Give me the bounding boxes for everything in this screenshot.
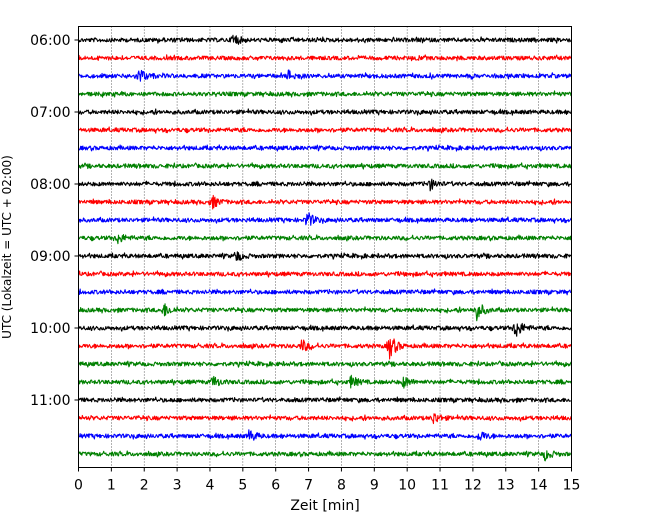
- seismic-trace: [78, 126, 572, 134]
- x-tick-label: 5: [238, 478, 247, 494]
- seismic-trace: [77, 34, 573, 45]
- x-axis: 0 1 2 3 4 5 6 7 8 9 10 11 12 13 14 15: [74, 467, 581, 494]
- seismic-trace: [77, 90, 573, 98]
- seismic-trace: [77, 288, 572, 296]
- x-tick-label: 7: [304, 478, 313, 494]
- y-tick-label: 08:00: [30, 177, 70, 193]
- x-tick-label: 14: [530, 478, 548, 494]
- seismic-trace: [77, 233, 572, 245]
- seismic-trace: [77, 338, 572, 360]
- x-tick-label: 12: [464, 478, 482, 494]
- x-tick-label: 3: [173, 478, 182, 494]
- seismic-trace: [77, 212, 573, 226]
- y-tick-label: 09:00: [30, 249, 70, 265]
- y-axis-label: UTC (Lokalzeit = UTC + 02:00): [0, 155, 14, 339]
- seismic-trace: [78, 303, 572, 322]
- seismic-trace: [78, 413, 573, 425]
- y-tick-label: 10:00: [30, 321, 70, 337]
- x-tick-label: 9: [370, 478, 379, 494]
- seismic-trace: [77, 270, 572, 278]
- x-tick-label: 2: [140, 478, 149, 494]
- seismic-trace: [77, 54, 573, 62]
- seismic-trace: [78, 360, 573, 368]
- x-tick-label: 4: [206, 478, 215, 494]
- seismic-trace: [77, 178, 572, 192]
- seismic-trace: [78, 450, 572, 462]
- y-tick-label: 07:00: [30, 105, 70, 121]
- seismic-trace: [77, 108, 573, 116]
- x-tick-label: 6: [271, 478, 280, 494]
- x-tick-label: 13: [497, 478, 515, 494]
- seismic-trace: [77, 144, 572, 152]
- y-tick-label: 06:00: [30, 33, 70, 49]
- x-tick-label: 1: [107, 478, 116, 494]
- x-tick-label: 11: [431, 478, 449, 494]
- seismic-trace: [77, 194, 573, 210]
- y-tick-label: 11:00: [30, 393, 70, 409]
- seismic-trace: [77, 162, 572, 170]
- seismic-trace: [78, 429, 573, 441]
- x-tick-label: 10: [398, 478, 416, 494]
- plot-frame: [78, 26, 572, 468]
- seismic-trace: [77, 322, 572, 337]
- seismic-trace: [77, 374, 573, 389]
- x-tick-label: 15: [563, 478, 581, 494]
- plot-area: [77, 26, 573, 468]
- y-axis: 06:00 07:00 08:00 09:00 10:00 11:00: [30, 33, 79, 409]
- seismic-trace: [78, 396, 572, 404]
- x-tick-label: 0: [74, 478, 83, 494]
- x-axis-label: Zeit [min]: [290, 498, 359, 514]
- x-tick-label: 8: [337, 478, 346, 494]
- seismic-trace: [78, 251, 572, 261]
- seismic-trace: [77, 69, 573, 82]
